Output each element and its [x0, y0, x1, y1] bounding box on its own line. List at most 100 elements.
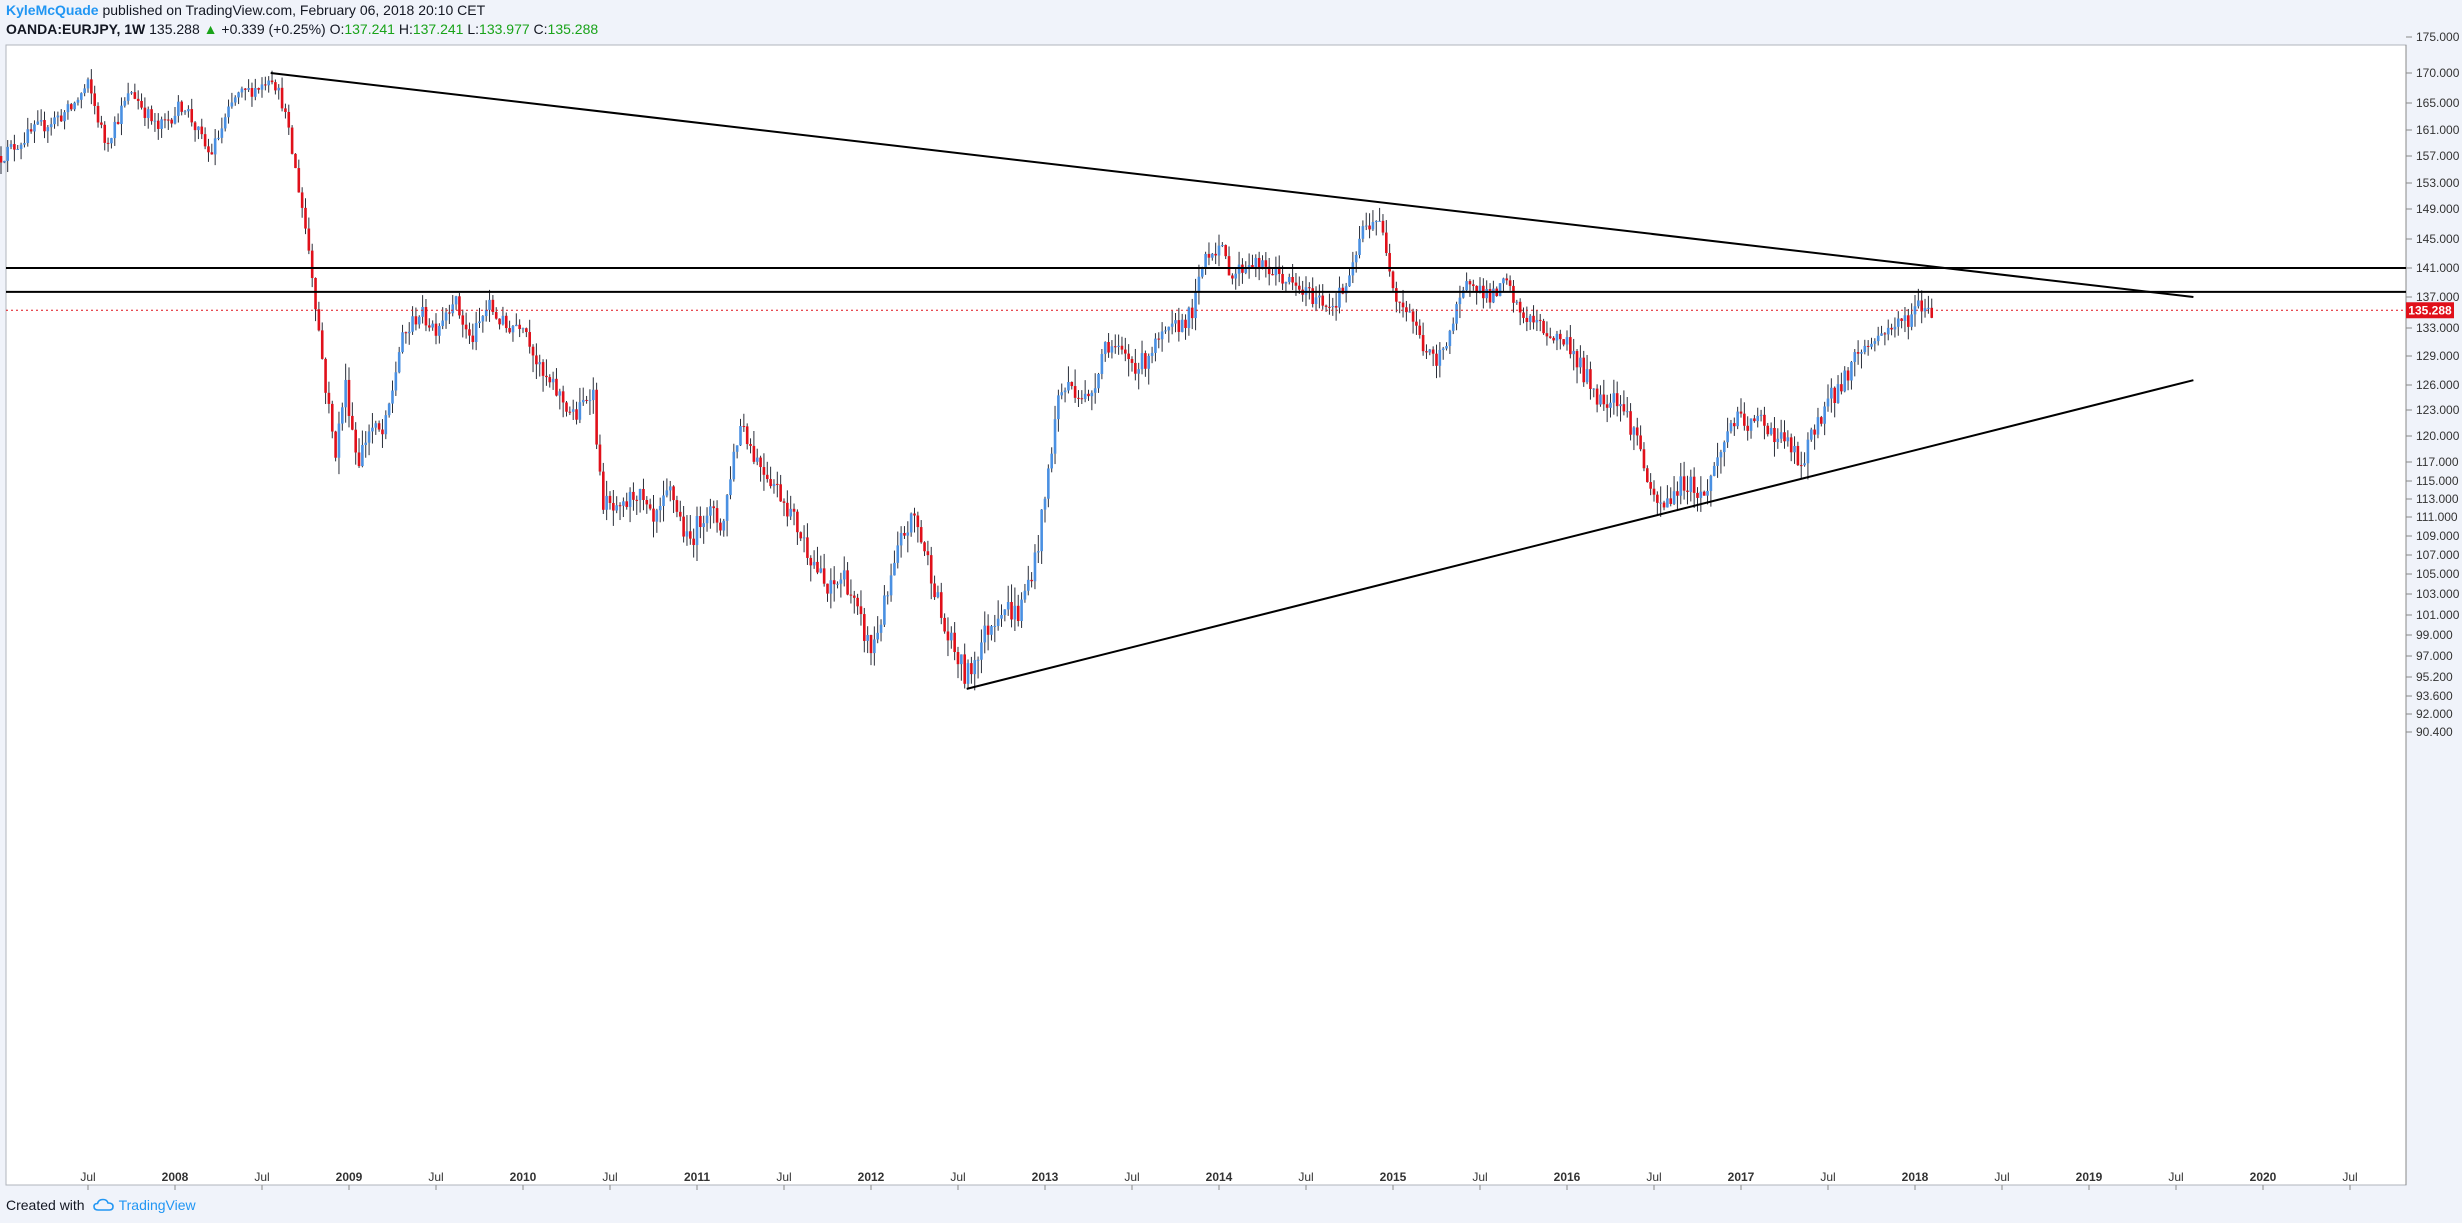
candle	[1823, 401, 1826, 436]
candle	[849, 579, 853, 604]
author-link[interactable]: KyleMcQuade	[6, 2, 99, 18]
candle	[494, 307, 498, 320]
candle	[1736, 406, 1739, 430]
candle	[655, 508, 659, 533]
candle	[1472, 279, 1475, 291]
candle	[1779, 419, 1783, 443]
candle	[561, 385, 565, 418]
time-tick-label: 2009	[336, 1170, 363, 1184]
candle	[13, 134, 16, 162]
candle	[1676, 481, 1679, 512]
candle	[976, 656, 980, 679]
candle	[417, 315, 421, 329]
candle	[1615, 381, 1619, 417]
candle	[1886, 319, 1890, 341]
candle	[113, 116, 117, 146]
candle	[548, 374, 552, 388]
candle	[69, 102, 73, 112]
candle	[1585, 354, 1589, 385]
price-axis[interactable]: 175.000 170.000 165.000 161.000 157.000 153.0…	[2406, 30, 2460, 739]
candle	[612, 490, 615, 526]
candle	[1907, 308, 1910, 340]
candle	[1465, 272, 1468, 292]
candle	[876, 616, 879, 644]
candle	[1398, 301, 1401, 314]
candle	[431, 320, 434, 331]
candle	[407, 322, 411, 345]
candle	[786, 490, 789, 527]
candle	[893, 550, 896, 576]
chart-area[interactable]	[5, 44, 2407, 1186]
candle	[1318, 284, 1321, 309]
candle	[351, 402, 354, 431]
candle	[1836, 375, 1840, 404]
candle	[167, 110, 170, 130]
candle	[243, 87, 247, 101]
candle	[1381, 214, 1385, 236]
low-label: L:	[467, 21, 480, 37]
candle	[903, 526, 906, 539]
candle	[80, 92, 83, 109]
price-tick-label: 149.000	[2416, 202, 2460, 216]
candle	[1559, 329, 1562, 350]
candle	[846, 562, 849, 596]
candle	[1063, 387, 1067, 403]
candle	[1234, 268, 1238, 290]
high-value: 137.241	[412, 21, 464, 37]
time-tick-label: 2019	[2076, 1170, 2103, 1184]
candle	[1073, 369, 1077, 403]
candle	[1689, 469, 1693, 502]
candle	[792, 503, 796, 526]
candle	[812, 550, 816, 569]
upper-trendline[interactable]	[270, 72, 2194, 298]
candle	[1830, 378, 1833, 413]
candle	[1505, 273, 1509, 285]
candle	[856, 593, 859, 615]
candle	[334, 430, 337, 462]
candle	[1863, 339, 1867, 355]
candle	[1093, 373, 1097, 404]
published-text: published on TradingView.com, February 0…	[102, 2, 486, 18]
candle	[719, 518, 722, 536]
candle	[1468, 279, 1472, 297]
candle	[685, 515, 689, 546]
tradingview-logo[interactable]: TradingView	[92, 1197, 196, 1213]
candle	[1766, 422, 1770, 437]
candle	[996, 600, 1000, 631]
candle	[1040, 509, 1043, 564]
candle	[1174, 312, 1177, 333]
candle	[752, 431, 756, 465]
candle	[250, 82, 254, 107]
candle	[923, 541, 926, 556]
candle	[699, 506, 702, 539]
candle	[742, 413, 746, 432]
price-tick-label: 113.000	[2416, 492, 2459, 506]
candle	[1405, 300, 1408, 322]
candle	[317, 301, 321, 332]
candle	[1642, 442, 1646, 472]
candle	[618, 502, 622, 521]
candle	[187, 105, 190, 118]
price-tick-label: 170.000	[2416, 66, 2460, 80]
time-tick-label: Jul	[1298, 1170, 1313, 1184]
candle	[1625, 396, 1629, 418]
candle	[103, 121, 107, 151]
candle	[424, 299, 428, 332]
candle	[796, 509, 799, 545]
candle	[1646, 465, 1649, 483]
time-axis[interactable]: Jul 2008 Jul 2009 Jul 2010 Jul 2011 Jul 2012 Jul 20…	[80, 1170, 2358, 1190]
candle	[230, 92, 234, 109]
candle	[1548, 327, 1552, 339]
candle	[294, 153, 297, 169]
candle	[591, 377, 595, 414]
candle	[90, 69, 93, 105]
candle	[384, 410, 388, 440]
candle	[1267, 258, 1271, 286]
candle	[468, 322, 471, 344]
lower-trendline[interactable]	[966, 379, 2194, 690]
candle	[284, 103, 287, 119]
candle	[1759, 409, 1763, 422]
candle	[1502, 277, 1505, 292]
candle	[367, 424, 371, 456]
